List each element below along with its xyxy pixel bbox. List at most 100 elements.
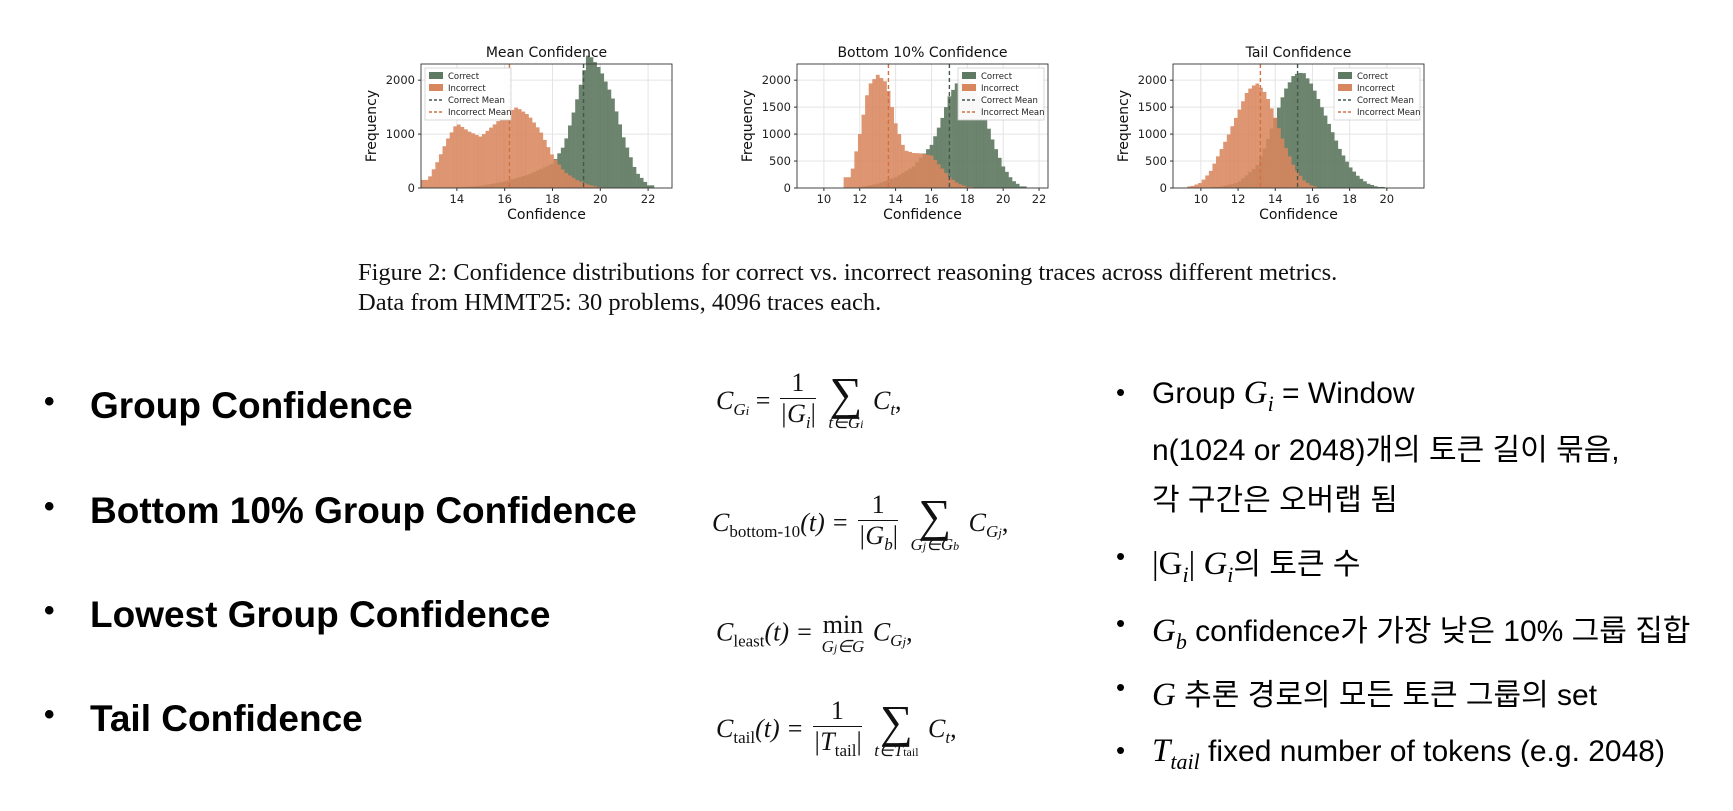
histogram-bar-correct [1377, 186, 1382, 188]
legend-swatch [1338, 84, 1352, 91]
legend-swatch [429, 72, 443, 79]
histogram-bar-incorrect [969, 186, 973, 188]
histogram-bar-incorrect [1312, 186, 1317, 188]
note-line-2: n(1024 or 2048)개의 토큰 길이 묶음, [1152, 434, 1620, 467]
histogram-bar-incorrect [589, 185, 594, 188]
histogram-bar-correct [1291, 76, 1296, 188]
histogram-bar-incorrect [1280, 138, 1285, 188]
histogram-bar-incorrect [424, 179, 429, 188]
legend-label: Correct Mean [1357, 96, 1414, 106]
legend-label: Correct Mean [981, 96, 1038, 106]
histogram-bar-incorrect [578, 181, 583, 188]
legend-swatch [962, 72, 976, 79]
histogram-bar-correct [997, 157, 1002, 188]
histogram-bar-correct [607, 89, 612, 188]
histogram-bar-correct [639, 177, 644, 188]
histogram-bar-correct [1305, 78, 1310, 188]
y-tick-label: 500 [769, 154, 791, 168]
x-tick-label: 18 [960, 192, 975, 206]
x-axis-label: Confidence [883, 207, 962, 223]
bullet-dot: • [1116, 735, 1126, 765]
legend-label: Incorrect [1357, 84, 1395, 94]
histogram-bar-correct [1022, 186, 1027, 188]
legend-label: Incorrect [448, 84, 486, 94]
histogram-bar-incorrect [1309, 185, 1314, 188]
x-tick-label: 20 [593, 192, 608, 206]
histogram-bar-incorrect [926, 154, 930, 188]
histogram-bar-incorrect [929, 155, 934, 188]
y-tick-label: 1500 [762, 100, 791, 114]
histogram-bar-incorrect [872, 79, 877, 188]
histogram-bar-incorrect [571, 177, 576, 188]
histogram-bar-incorrect [883, 81, 887, 188]
histogram-bar-incorrect [460, 126, 465, 188]
legend-label: Incorrect Mean [448, 108, 512, 118]
x-tick-label: 20 [996, 192, 1011, 206]
histogram-bar-incorrect [1230, 126, 1235, 188]
histogram-bar-correct [1334, 140, 1339, 188]
legend-label: Correct [981, 72, 1013, 82]
histogram-bar-correct [618, 124, 622, 188]
histogram-bar-correct [1298, 72, 1303, 188]
x-tick-label: 22 [641, 192, 656, 206]
histogram-bar-incorrect [478, 136, 483, 188]
y-tick-label: 2000 [762, 73, 791, 87]
histogram-bar-correct [603, 81, 608, 188]
formula-bottom-10-confidence: Cbottom-10(t) = 1 |Gb| ∑ Gj∈Gb CGj, [712, 489, 1009, 554]
histogram-bar-incorrect [911, 152, 916, 188]
bullet-label: Lowest Group Confidence [90, 594, 551, 635]
histogram-bar-correct [632, 166, 637, 188]
bullet-dot: • [1116, 608, 1126, 638]
histogram-bar-incorrect [897, 134, 902, 188]
histogram-bar-incorrect [875, 74, 880, 188]
chart-title: Mean Confidence [486, 45, 607, 61]
y-tick-label: 1000 [1138, 127, 1167, 141]
histogram-bar-correct [1373, 186, 1378, 188]
histogram-bar-correct [596, 66, 601, 188]
histogram-bar-incorrect [918, 153, 923, 188]
histogram-bar-correct [568, 125, 572, 188]
x-tick-label: 10 [1194, 192, 1209, 206]
plot-frame [796, 63, 1049, 189]
histogram-bar-correct [1287, 82, 1292, 188]
histogram-bar-incorrect [1276, 128, 1281, 188]
legend-swatch [962, 84, 976, 91]
note-line-3: 각 구간은 오버랩 됨 [1152, 484, 1398, 517]
histogram-bar-incorrect [1302, 180, 1306, 188]
y-tick-label: 1000 [762, 127, 791, 141]
bullet-label: Bottom 10% Group Confidence [90, 490, 637, 531]
histogram-bar-incorrect [854, 151, 859, 188]
histogram-bar-incorrect [481, 134, 486, 188]
histogram-bar-correct [593, 62, 597, 188]
histogram-bar-correct [990, 139, 995, 188]
histogram-bar-correct [1380, 186, 1385, 188]
histogram-bar-incorrect [485, 130, 490, 188]
histogram-bar-correct [1366, 183, 1371, 188]
bullet-dot: • [44, 698, 55, 731]
histogram-bar-correct [1348, 167, 1353, 188]
histogram-bar-incorrect [947, 177, 952, 188]
histogram-bar-correct [1330, 132, 1335, 188]
histogram-bar-correct [1327, 123, 1331, 188]
histogram-bar-incorrect [560, 169, 565, 188]
legend-swatch [1338, 72, 1352, 79]
histogram-bar-incorrect [431, 169, 436, 188]
histogram-bar-correct [954, 83, 959, 188]
histogram-bar-incorrect [438, 154, 443, 188]
histogram-bar-incorrect [435, 162, 440, 188]
y-tick-label: 0 [408, 181, 415, 195]
histogram-bar-incorrect [596, 187, 601, 188]
histogram-bar-correct [1345, 161, 1349, 188]
histogram-bar-correct [1309, 83, 1314, 188]
histogram-bar-correct [646, 185, 651, 188]
histogram-bar-incorrect [850, 168, 855, 188]
histogram-bar-incorrect [449, 132, 454, 188]
histogram-bar-incorrect [446, 138, 450, 188]
histogram-bar-incorrect [1287, 156, 1292, 188]
plot-frame [1172, 63, 1425, 189]
histogram-bar-correct [972, 87, 977, 188]
legend-label: Correct Mean [448, 96, 505, 106]
histogram-bar-correct [571, 112, 576, 188]
histogram-bar-incorrect [467, 131, 472, 188]
histogram-bar-incorrect [524, 114, 529, 188]
